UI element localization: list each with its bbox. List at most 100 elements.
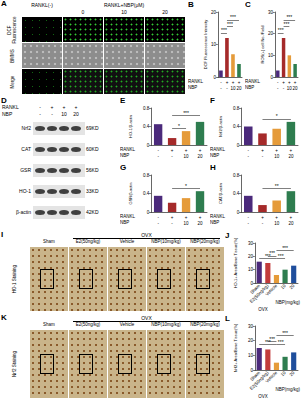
svg-text:+: + (290, 215, 293, 220)
svg-text:RANKL: RANKL (120, 214, 136, 219)
svg-text:0: 0 (237, 143, 240, 148)
svg-text:0: 0 (213, 75, 216, 80)
svg-text:0.4: 0.4 (143, 124, 150, 129)
svg-text:Nrf2+ Area/Bone Tissue(%): Nrf2+ Area/Bone Tissue(%) (233, 323, 238, 372)
svg-text:0.4: 0.4 (233, 124, 240, 129)
svg-text:+: + (294, 80, 297, 85)
svg-text:10: 10 (274, 221, 280, 226)
svg-text:-: - (171, 154, 173, 159)
svg-text:***: *** (278, 27, 284, 33)
svg-text:10: 10 (248, 267, 254, 272)
svg-text:NBP: NBP (120, 153, 129, 158)
svg-text:20: 20 (268, 31, 274, 36)
svg-text:***: *** (227, 21, 233, 27)
svg-text:+: + (290, 148, 293, 153)
svg-text:Nrf2/β-actin: Nrf2/β-actin (218, 116, 223, 137)
svg-text:0: 0 (250, 281, 253, 286)
svg-text:+: + (275, 148, 278, 153)
svg-text:0.8: 0.8 (233, 106, 240, 111)
svg-text:NBP: NBP (120, 220, 129, 225)
svg-text:NBP: NBP (245, 85, 254, 90)
svg-text:-: - (262, 221, 264, 226)
svg-text:F: F (210, 96, 215, 105)
svg-text:***: *** (221, 27, 227, 33)
svg-text:20: 20 (288, 370, 295, 377)
svg-text:***: *** (183, 110, 189, 116)
svg-text:***: *** (230, 14, 236, 20)
svg-text:10: 10 (274, 154, 280, 159)
svg-text:0.8: 0.8 (233, 173, 240, 178)
svg-text:10: 10 (268, 53, 274, 58)
svg-text:+: + (226, 80, 229, 85)
svg-text:RANKL: RANKL (210, 214, 226, 219)
svg-text:20: 20 (288, 154, 294, 159)
svg-text:C: C (245, 0, 251, 9)
svg-text:***: *** (269, 336, 275, 342)
svg-text:-: - (248, 154, 250, 159)
svg-text:0.8: 0.8 (143, 106, 150, 111)
svg-text:30: 30 (268, 10, 274, 15)
svg-text:E: E (120, 96, 126, 105)
svg-text:30: 30 (248, 324, 254, 329)
svg-text:10: 10 (184, 154, 190, 159)
svg-text:HO-1/β-actin: HO-1/β-actin (128, 115, 133, 138)
svg-text:0: 0 (147, 210, 150, 215)
svg-text:***: *** (269, 250, 275, 256)
svg-text:20: 20 (293, 86, 299, 91)
svg-text:***: *** (278, 253, 284, 259)
svg-text:10: 10 (211, 42, 217, 47)
svg-text:*: * (178, 123, 180, 129)
svg-text:-: - (248, 148, 250, 153)
svg-text:0.4: 0.4 (233, 191, 240, 196)
svg-text:B: B (188, 0, 194, 9)
svg-text:RANKL: RANKL (210, 147, 226, 152)
svg-text:+: + (261, 215, 264, 220)
svg-text:-: - (226, 86, 228, 91)
svg-text:Vehicle: Vehicle (264, 283, 278, 297)
svg-text:20: 20 (198, 221, 204, 226)
svg-text:-: - (157, 148, 159, 153)
svg-text:-: - (171, 221, 173, 226)
svg-text:+: + (288, 80, 291, 85)
svg-text:NBP: NBP (188, 85, 197, 90)
svg-text:RANKL: RANKL (245, 79, 261, 84)
svg-text:20: 20 (288, 283, 295, 290)
svg-text:OVX: OVX (258, 394, 268, 399)
svg-text:**: ** (275, 183, 279, 189)
svg-text:-: - (157, 221, 159, 226)
svg-text:10: 10 (184, 221, 190, 226)
svg-text:HO-1+ Area/Bone Tissue(%): HO-1+ Area/Bone Tissue(%) (233, 237, 238, 288)
svg-text:OVX: OVX (258, 307, 268, 312)
svg-text:+: + (171, 215, 174, 220)
svg-text:-: - (277, 80, 279, 85)
svg-text:DCF Fluorescence Intensity: DCF Fluorescence Intensity (203, 20, 208, 69)
svg-text:CAT/β-actin: CAT/β-actin (218, 183, 223, 204)
svg-text:0: 0 (270, 75, 273, 80)
svg-text:GSR/β-actin: GSR/β-actin (128, 183, 133, 205)
svg-text:20: 20 (288, 221, 294, 226)
svg-text:+: + (275, 215, 278, 220)
svg-text:***: *** (282, 330, 288, 336)
svg-text:+: + (185, 148, 188, 153)
svg-text:ROS(+) cell No./Field: ROS(+) cell No./Field (260, 26, 265, 64)
svg-text:J: J (225, 231, 229, 240)
svg-text:RANKL: RANKL (188, 79, 204, 84)
svg-text:+: + (261, 148, 264, 153)
svg-text:G: G (120, 163, 126, 172)
svg-text:10: 10 (248, 353, 254, 358)
svg-text:-: - (220, 86, 222, 91)
svg-text:20: 20 (248, 254, 254, 259)
svg-text:-: - (277, 86, 279, 91)
svg-text:NBP(mg/kg): NBP(mg/kg) (275, 300, 300, 305)
svg-text:-: - (157, 154, 159, 159)
svg-text:Vehicle: Vehicle (264, 370, 278, 384)
svg-text:L: L (225, 314, 230, 323)
svg-text:10: 10 (230, 86, 236, 91)
svg-text:***: *** (286, 14, 292, 20)
svg-text:10: 10 (280, 283, 287, 290)
svg-text:-: - (283, 86, 285, 91)
svg-text:***: *** (282, 245, 288, 251)
svg-text:NBP: NBP (210, 153, 219, 158)
svg-text:20: 20 (198, 154, 204, 159)
svg-text:+: + (199, 148, 202, 153)
